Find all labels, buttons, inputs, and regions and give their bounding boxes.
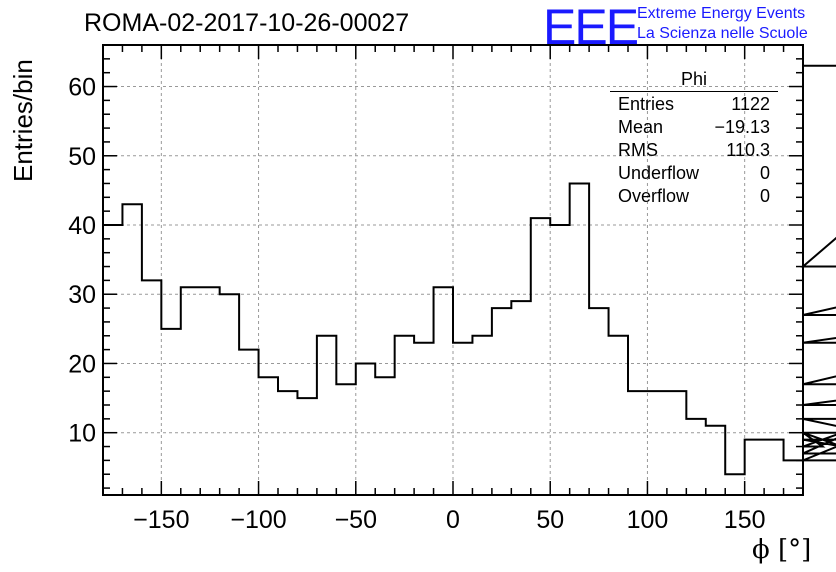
stats-value: −19.13 [714,117,770,137]
stats-label: RMS [618,140,658,160]
x-tick-label: 150 [724,506,766,534]
stats-value: 0 [759,163,770,183]
x-tick-label: 50 [536,506,564,534]
x-tick-labels: −150 −100 −50 0 50 100 150 [133,506,765,534]
grid-lines [103,45,803,495]
y-tick-label: 30 [68,281,96,309]
logo-line-2: La Scienza nelle Scuole [637,25,808,42]
stats-value: 110.3 [726,140,770,160]
x-tick-label: −100 [230,506,286,534]
x-tick-label: −50 [335,506,377,534]
y-tick-label: 60 [68,74,96,102]
y-tick-label: 40 [68,212,96,240]
axis-ticks [102,44,804,495]
stats-value: 0 [759,186,770,206]
stats-row-overflow: Overflow 0 [610,185,778,208]
x-tick-label: 0 [446,506,460,534]
y-tick-label: 10 [68,420,96,448]
y-tick-label: 50 [68,143,96,171]
stats-label: Underflow [618,163,700,183]
stats-label: Entries [618,94,675,114]
stats-row-entries: Entries 1122 [610,93,778,116]
y-tick-labels: 10 20 30 40 50 60 [68,74,96,448]
stats-title: Phi [610,69,778,92]
eee-logo: EEE [543,0,639,55]
stats-value: 1122 [731,94,770,114]
x-tick-label: 100 [627,506,669,534]
stats-box: Phi Entries 1122 Mean −19.13 RMS 110.3 U… [610,69,778,208]
stats-row-rms: RMS 110.3 [610,139,778,162]
x-axis-label: ϕ [°] [752,535,812,565]
stats-row-mean: Mean −19.13 [610,116,778,139]
y-axis-label: Entries/bin [8,59,38,182]
logo-line-1: Extreme Energy Events [637,5,806,22]
histogram-line [103,64,836,476]
plot-frame [102,44,804,496]
y-tick-label: 20 [68,350,96,378]
stats-label: Overflow [618,186,690,206]
stats-row-underflow: Underflow 0 [610,162,778,185]
stats-label: Mean [618,117,664,137]
x-tick-label: −150 [133,506,189,534]
chart-title: ROMA-02-2017-10-26-00027 [84,9,410,37]
